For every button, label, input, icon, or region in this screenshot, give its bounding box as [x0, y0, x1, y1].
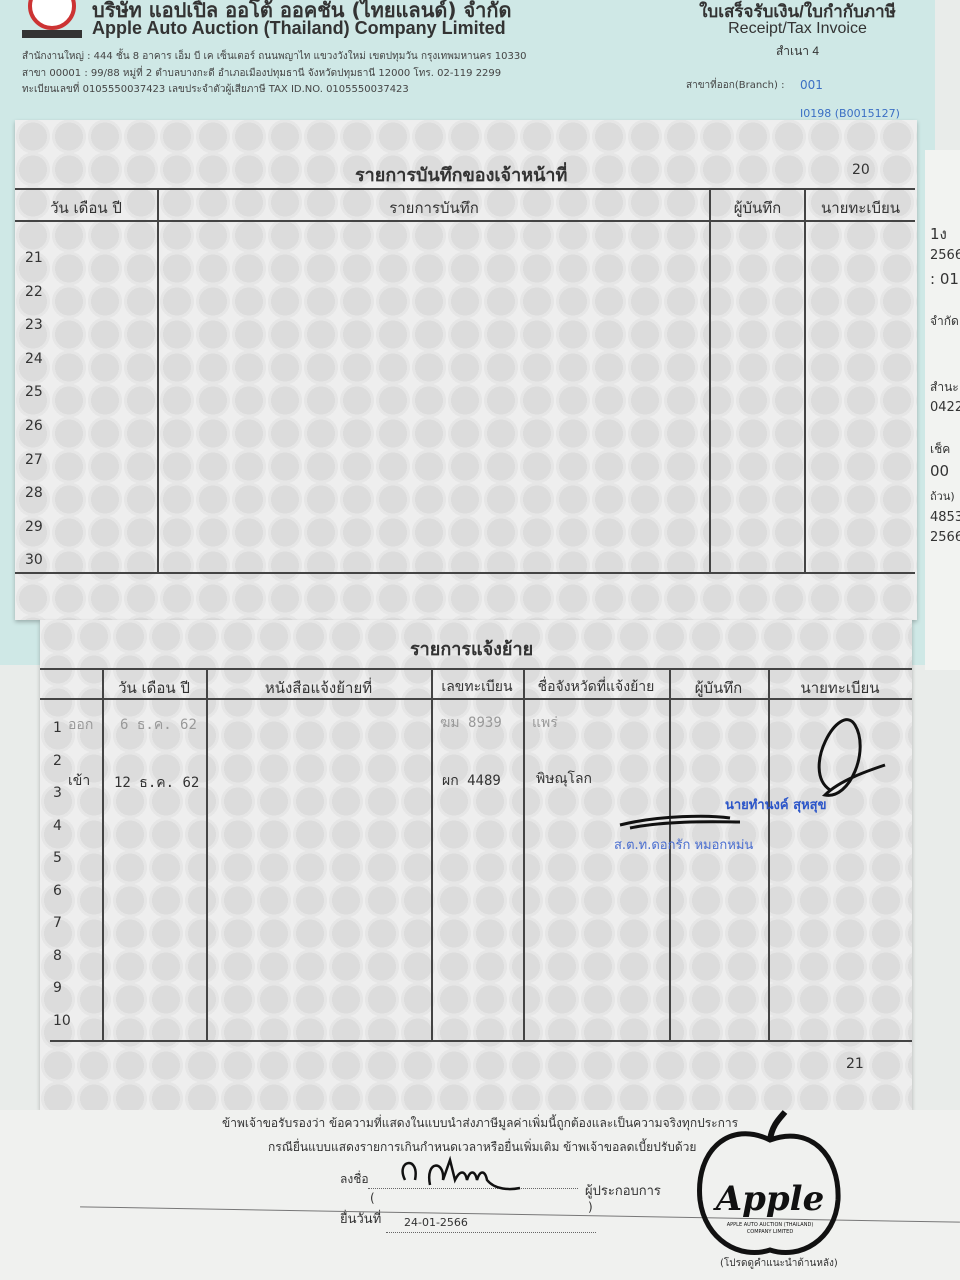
copy-label: สำเนา 4: [775, 44, 820, 58]
entry-date: 12 ธ.ค. 62: [114, 775, 200, 791]
registrar-name-stamp: นายทำนงค์ สุหสุข: [725, 798, 827, 813]
entry-province: แพร่: [532, 715, 558, 731]
doc-title-en: Receipt/Tax Invoice: [728, 20, 867, 37]
row-number: 5: [53, 850, 62, 866]
date-label: ยื่นวันที่: [340, 1212, 382, 1227]
footnote: (โปรดดูคำแนะนำด้านหลัง): [720, 1258, 838, 1269]
row-number: 4: [53, 817, 62, 834]
edge-text: 4853: [930, 510, 960, 525]
branch-value: 001: [800, 78, 823, 92]
row-number: 7: [53, 915, 62, 931]
svg-text:Apple: Apple: [713, 1179, 824, 1219]
officer-records-title: รายการบันทึกของเจ้าหน้าที่: [355, 165, 568, 186]
edge-text: จำกัด: [930, 314, 959, 328]
relocation-page: รายการแจ้งย้าย วัน เดือน ปี หนังสือแจ้งย…: [40, 620, 912, 1110]
declaration-line-2: กรณียื่นแบบแสดงรายการเกินกำหนดเวลาหรือยื…: [268, 1140, 697, 1154]
right-edge-document: 1ง 2566 : 01 จำกัด สำนะ 0422 เช็ค 00 ถ้ว…: [925, 150, 960, 670]
head-office-address: สำนักงานใหญ่ : 444 ชั้น 8 อาคาร เอ็ม บี …: [22, 51, 527, 62]
entry-plate: ฆม 8939: [440, 715, 502, 731]
row-number: 26: [25, 418, 43, 434]
header-plate: เลขทะเบียน: [441, 679, 513, 695]
row-number: 23: [25, 317, 43, 334]
row-number: 28: [25, 485, 43, 502]
header-registrar: นายทะเบียน: [820, 199, 901, 217]
entry-plate: ผก 4489: [442, 773, 501, 789]
doc-number: I0198 (B0015127): [800, 107, 900, 120]
edge-text: 1ง: [930, 225, 947, 243]
header-recorder: ผู้บันทึก: [694, 679, 743, 697]
company-name-th: บริษัท แอปเปิ้ล ออโต้ ออคชั่น (ไทยแลนด์)…: [92, 0, 512, 22]
edge-text: 2566: [930, 530, 960, 545]
header-date: วัน เดือน ปี: [50, 199, 122, 217]
edge-text: ถ้วน): [930, 490, 955, 503]
operator-signature: [401, 1155, 521, 1191]
officer-records-page: รายการบันทึกของเจ้าหน้าที่ 20 วัน เดือน …: [15, 120, 917, 620]
entry-type: เข้า: [68, 773, 91, 789]
edge-text: เช็ค: [930, 442, 951, 456]
declaration-section: ข้าพเจ้าขอรับรองว่า ข้อความที่แสดงในแบบน…: [0, 1110, 960, 1280]
page-number: 21: [846, 1056, 864, 1072]
row-number: 10: [53, 1012, 71, 1029]
date-value: 24-01-2566: [404, 1216, 468, 1229]
row-number: 3: [53, 785, 62, 801]
svg-text:COMPANY LIMITED: COMPANY LIMITED: [747, 1229, 794, 1235]
declaration-line-1: ข้าพเจ้าขอรับรองว่า ข้อความที่แสดงในแบบน…: [222, 1116, 739, 1130]
row-number: 27: [25, 451, 43, 468]
row-number: 30: [25, 552, 43, 569]
row-number: 8: [53, 947, 62, 964]
edge-text: 0422: [930, 400, 960, 415]
header-letter: หนังสือแจ้งย้ายที่: [264, 679, 373, 697]
apple-logo: [22, 0, 82, 38]
edge-text: สำนะ: [930, 380, 959, 394]
row-number: 2: [53, 752, 62, 769]
edge-text: 00: [930, 462, 950, 480]
header-date: วัน เดือน ปี: [118, 679, 190, 697]
row-number: 25: [25, 384, 43, 401]
name-open-bracket: (: [370, 1191, 375, 1205]
registrar-office-stamp: ส.ต.ท.ดอกรัก หมอกหม่น: [614, 838, 754, 853]
row-number: 24: [25, 350, 43, 367]
entry-type: ออก: [68, 717, 94, 733]
sign-label: ลงชื่อ: [340, 1172, 369, 1186]
branch-address: สาขา 00001 : 99/88 หมู่ที่ 2 ตำบลบางกะดี…: [22, 68, 502, 79]
company-name-en: Apple Auto Auction (Thailand) Company Li…: [92, 18, 506, 38]
header-record: รายการบันทึก: [389, 199, 479, 217]
header-registrar: นายทะเบียน: [800, 679, 880, 697]
header-province: ชื่อจังหวัดที่แจ้งย้าย: [537, 679, 655, 695]
row-number: 21: [25, 250, 43, 266]
relocation-title: รายการแจ้งย้าย: [410, 639, 534, 660]
edge-text: 2566: [930, 248, 960, 263]
name-close-bracket: ): [588, 1200, 593, 1214]
entry-date: 6 ธ.ค. 62: [120, 717, 197, 733]
branch-label: สาขาที่ออก(Branch) :: [686, 80, 785, 91]
registrar-signature: [619, 718, 886, 830]
page-number: 20: [852, 162, 870, 178]
operator-label: ผู้ประกอบการ: [585, 1184, 661, 1199]
row-number: 22: [25, 283, 43, 300]
doc-title-th: ใบเสร็จรับเงิน/ใบกำกับภาษี: [699, 2, 896, 21]
company-stamp: Apple APPLE AUTO AUCTION (THAILAND) COMP…: [697, 1110, 841, 1256]
edge-text: : 01: [930, 270, 959, 288]
row-number: 6: [53, 882, 62, 899]
row-number: 1: [53, 720, 62, 736]
row-number: 9: [53, 980, 62, 996]
header-recorder: ผู้บันทึก: [733, 199, 782, 217]
entry-province: พิษณุโลก: [536, 771, 593, 787]
row-number: 29: [25, 518, 43, 535]
svg-text:APPLE AUTO AUCTION (THAILAND): APPLE AUTO AUCTION (THAILAND): [727, 1222, 814, 1228]
tax-id: ทะเบียนเลขที่ 0105550037423 เลขประจำตัวผ…: [22, 84, 409, 95]
